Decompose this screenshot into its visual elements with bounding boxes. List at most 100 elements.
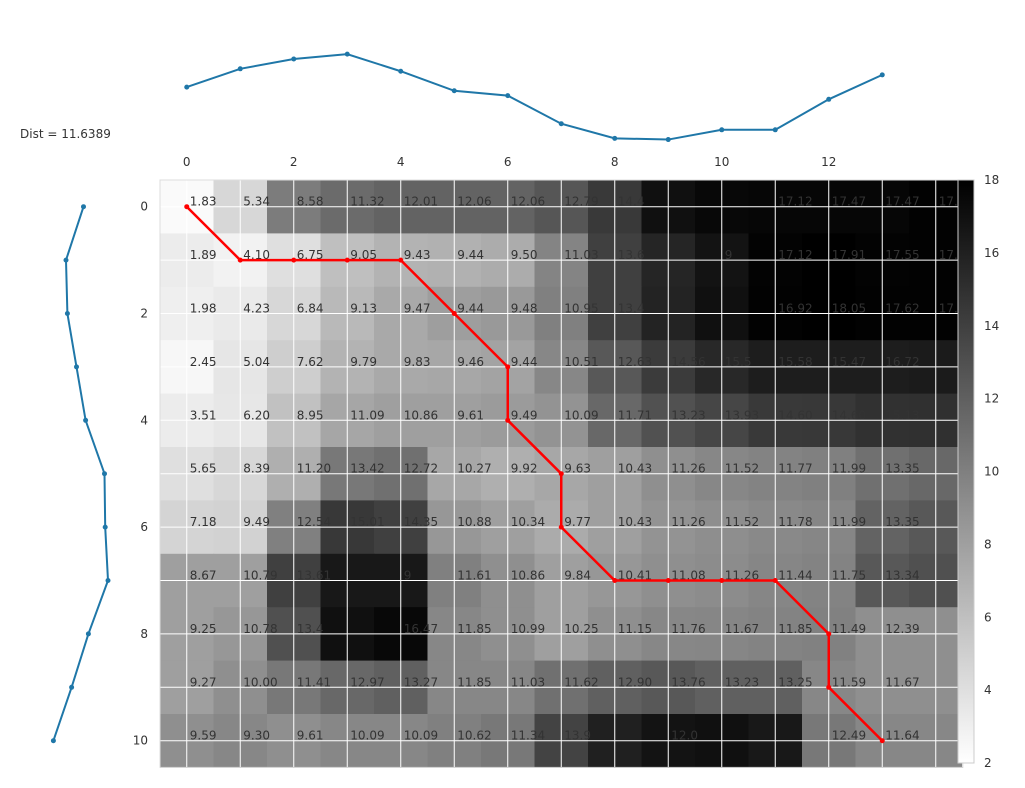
cell-label: 9.49 [511,408,538,422]
cell-labels: 1.83 5.34 8.58 11.32 12.01 12.06 12.06 12.79 14.… [190,195,973,743]
cell-label: 10.62 [457,729,491,743]
cell-label: 11.52 [725,462,759,476]
cell-label: 11.99 [832,462,866,476]
cell-label: 10.86 [404,408,438,422]
cell-label: 12.39 [885,622,919,636]
cell-label: 11.08 [671,569,705,583]
cell-label: 16.72 [885,355,919,369]
warping-path-point [826,684,832,690]
cell-label: 5.65 [190,462,217,476]
top-series-point [237,66,243,72]
y-tick-label: 10 [133,734,148,748]
cell-label: 11.26 [671,515,705,529]
top-series-point [826,96,832,102]
cell-label: 11.49 [832,622,866,636]
cell-label: 11.20 [297,462,331,476]
cell-label: 10.27 [457,462,491,476]
cell-label: 11.75 [832,569,866,583]
left-series-point [81,204,86,210]
warping-path-point [719,578,725,583]
y-tick-label: 8 [140,627,148,641]
colorbar-tick-label: 12 [984,392,999,406]
top-series-point [451,88,457,94]
cell-label: 15.47 [832,355,866,369]
cell-label: 13.9 [564,729,591,743]
cell-label: 11.03 [511,675,545,689]
top-series-line [186,53,883,141]
cell-label: 11.61 [457,569,491,583]
cell-label: 11.85 [457,622,491,636]
top-series-point [558,121,564,127]
cell-label: 10.34 [511,515,545,529]
cell-label: 10.41 [618,569,652,583]
cell-label: 11.32 [350,195,384,209]
cell-label: 5.34 [243,195,270,209]
cell-label: 11.41 [297,675,331,689]
cell-label: 16.47 [404,622,438,636]
cell-label: 9.63 [564,462,591,476]
cell-label: 11.59 [832,675,866,689]
cell-label: 9.84 [564,569,591,583]
cell-label: 15.5 [725,355,752,369]
cell-label: 5.04 [243,355,270,369]
left-series-point [63,257,69,263]
cell-label: 9.46 [457,355,484,369]
cell-label: 7.18 [190,515,217,529]
cell-label: 17.47 [832,195,866,209]
cell-label: 9.83 [404,355,431,369]
cell-label: 9.59 [190,729,217,743]
cell-label: 11.67 [885,675,919,689]
top-series-point [719,127,725,133]
cell-label: 11.62 [564,675,598,689]
cell-label: 6.75 [297,248,324,262]
y-tick-label: 0 [140,200,148,214]
cell-label: 11.44 [778,569,812,583]
cell-label: 11.77 [778,462,812,476]
cell-label: 12.06 [511,195,545,209]
cell-label: 10.88 [457,515,491,529]
cell-label: 9.44 [511,355,538,369]
y-tick-label: 4 [140,413,148,427]
colorbar-tick-label: 18 [984,173,999,187]
y-tick-label: 2 [140,307,148,321]
left-series-point [102,471,107,477]
cell-label: 11.52 [725,515,759,529]
cell-label: 12.63 [618,355,652,369]
cell-label: 3.51 [190,408,217,422]
x-tick-label: 0 [183,155,191,169]
warping-path-point [665,578,671,583]
left-series-point [102,524,108,530]
cell-label: 9.44 [457,248,484,262]
x-tick-label: 4 [397,155,405,169]
cell-label: 13.27 [404,675,438,689]
left-series-point [69,684,75,690]
warping-path-point [184,204,190,210]
cell-label: 12.97 [350,675,384,689]
x-tick-label: 6 [504,155,512,169]
cell-label: 10.51 [564,355,598,369]
cell-label: 10.09 [350,729,384,743]
colorbar-tick-label: 16 [984,246,999,260]
top-series-point [772,127,778,133]
grid-lines [160,180,963,768]
warping-path-point [558,524,564,530]
dist-label: Dist = 11.6389 [20,127,111,141]
cell-label: 15.01 [350,515,384,529]
left-series-point [50,738,56,744]
cell-label: 16.92 [778,302,812,316]
warping-path-point [612,578,618,583]
cell-label: 4.10 [243,248,270,262]
left-series-line [52,206,110,742]
cell-label: 11.71 [618,408,652,422]
top-series-point [665,137,671,143]
top-series-point [505,93,511,99]
cell-label: 13.4 [297,622,324,636]
colorbar-tick-label: 8 [984,537,992,551]
colorbar-tick-label: 4 [984,683,992,697]
cell-label: 9 [404,569,412,583]
cell-label: 12.49 [832,729,866,743]
cell-label: 15.13 [885,408,919,422]
left-series-point [105,578,111,583]
cell-label: 9.47 [404,302,431,316]
